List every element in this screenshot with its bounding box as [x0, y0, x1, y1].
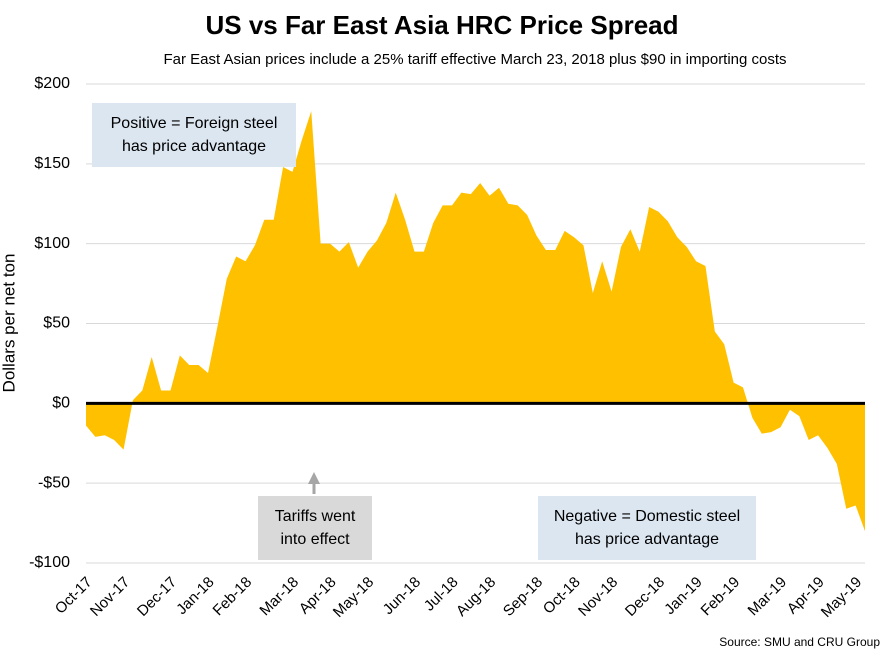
- source: Source: SMU and CRU Group: [719, 635, 880, 649]
- chart-subtitle: Far East Asian prices include a 25% tari…: [163, 51, 786, 68]
- x-tick-label: Nov-17: [87, 574, 133, 620]
- annotation-text: Tariffs went: [275, 508, 356, 525]
- x-tick-label: Jan-18: [173, 574, 217, 618]
- annotation-box: [92, 103, 296, 167]
- annotation-text: Positive = Foreign steel: [111, 115, 278, 132]
- y-axis-label: Dollars per net ton: [0, 254, 18, 393]
- x-tick-label: Jan-19: [661, 574, 705, 618]
- y-tick-label: $100: [34, 235, 70, 252]
- x-tick-label: May-19: [818, 574, 865, 621]
- x-tick-label: Mar-18: [256, 574, 302, 620]
- x-tick-label: Jun-18: [380, 574, 424, 618]
- x-tick-label: Dec-17: [134, 574, 180, 620]
- annotation-box: [258, 496, 372, 560]
- y-tick-label: $150: [34, 155, 70, 172]
- annotation-text: has price advantage: [575, 531, 719, 548]
- area: [86, 111, 865, 532]
- y-tick-label: $50: [43, 315, 70, 332]
- y-tick-label: $200: [34, 75, 70, 92]
- chart-title: US vs Far East Asia HRC Price Spread: [205, 10, 678, 40]
- x-tick-label: May-18: [330, 574, 377, 621]
- arrow-head: [308, 472, 320, 484]
- annotation-text: into effect: [280, 531, 350, 548]
- annotation-text: Negative = Domestic steel: [554, 508, 740, 525]
- y-tick-label: $0: [52, 395, 70, 412]
- x-tick-label: Mar-19: [745, 574, 791, 620]
- annotation-box: [538, 496, 756, 560]
- x-tick-label: Nov-18: [575, 574, 621, 620]
- annotation-text: has price advantage: [122, 138, 266, 155]
- x-tick-label: Dec-18: [622, 574, 668, 620]
- x-tick-label: Aug-18: [453, 574, 499, 620]
- x-tick-label: Feb-18: [210, 574, 256, 620]
- x-tick-label: Sep-18: [500, 574, 546, 620]
- y-tick-label: -$100: [29, 554, 70, 571]
- y-tick-label: -$50: [38, 474, 70, 491]
- x-tick-label: Feb-19: [698, 574, 744, 620]
